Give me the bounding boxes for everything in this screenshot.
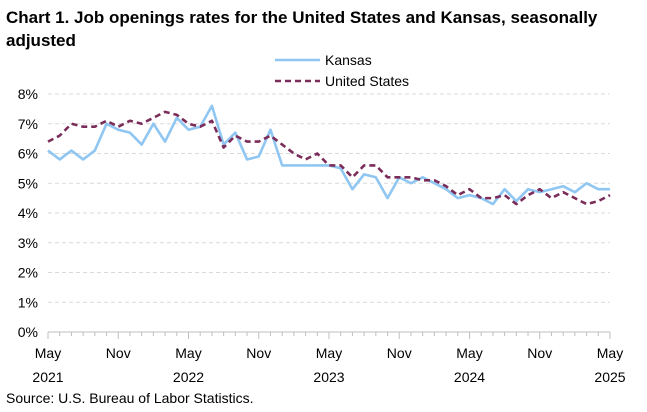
y-tick-label: 5%: [18, 175, 38, 191]
gridlines: [48, 93, 610, 303]
legend-label: Kansas: [325, 52, 372, 68]
x-tick-year-label: 2024: [454, 369, 485, 385]
x-tick-label: Nov: [106, 345, 131, 361]
x-tick-year-label: 2022: [173, 369, 204, 385]
x-tick-label: May: [456, 345, 482, 361]
y-tick-label: 0%: [18, 324, 38, 340]
source-note: Source: U.S. Bureau of Labor Statistics.: [6, 390, 254, 406]
y-tick-label: 6%: [18, 146, 38, 162]
x-tick-label: May: [35, 345, 61, 361]
y-tick-label: 1%: [18, 294, 38, 310]
x-axis: May 2021 Nov May 2022 Nov May 2023 Nov May 2024 Nov…: [32, 331, 626, 385]
x-tick-label: May: [175, 345, 201, 361]
source-text: U.S. Bureau of Labor Statistics.: [58, 390, 254, 406]
x-tick-label: Nov: [246, 345, 271, 361]
legend: Kansas United States: [275, 52, 409, 89]
legend-label: United States: [325, 73, 409, 89]
data-lines: [47, 104, 611, 206]
y-tick-label: 3%: [18, 235, 38, 251]
x-tick-label: Nov: [387, 345, 412, 361]
x-tick-label: May: [316, 345, 342, 361]
x-tick-year-label: 2021: [32, 369, 63, 385]
series-line-kansas: [47, 104, 610, 206]
y-tick-label: 7%: [18, 116, 38, 132]
y-axis-tick-labels: 0% 1% 2% 3% 4% 5% 6% 7% 8%: [18, 86, 38, 340]
y-tick-label: 2%: [18, 265, 38, 281]
x-tick-year-label: 2025: [594, 369, 625, 385]
chart-title: Chart 1. Job openings rates for the Unit…: [6, 8, 598, 50]
y-tick-label: 4%: [18, 205, 38, 221]
x-tick-year-label: 2023: [313, 369, 344, 385]
series-line-united-states: [47, 110, 611, 206]
y-tick-label: 8%: [18, 86, 38, 102]
x-tick-label: Nov: [527, 345, 552, 361]
x-tick-label: May: [597, 345, 623, 361]
